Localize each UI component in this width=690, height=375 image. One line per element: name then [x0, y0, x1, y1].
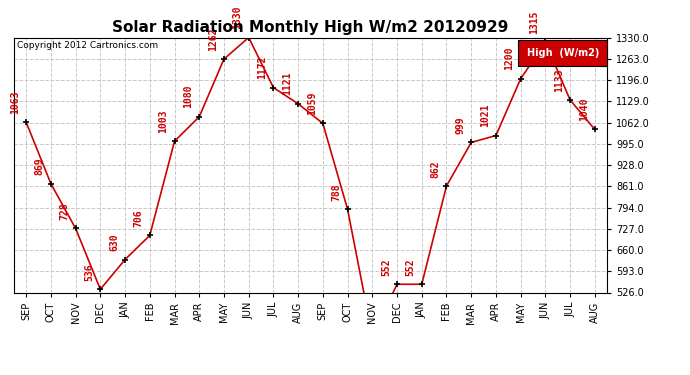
- Text: High  (W/m2): High (W/m2): [526, 48, 599, 58]
- Text: 1172: 1172: [257, 56, 267, 79]
- FancyBboxPatch shape: [518, 40, 607, 66]
- Text: 1021: 1021: [480, 104, 490, 127]
- Text: 1121: 1121: [282, 72, 292, 96]
- Text: 389: 389: [0, 374, 1, 375]
- Text: 1059: 1059: [307, 92, 317, 115]
- Text: 728: 728: [59, 202, 70, 220]
- Text: 1200: 1200: [504, 47, 515, 70]
- Title: Solar Radiation Monthly High W/m2 20120929: Solar Radiation Monthly High W/m2 201209…: [112, 20, 509, 35]
- Text: 1003: 1003: [159, 110, 168, 133]
- Text: 536: 536: [84, 263, 95, 281]
- Text: 552: 552: [406, 258, 415, 276]
- Text: 1063: 1063: [10, 90, 20, 114]
- Text: 1080: 1080: [183, 85, 193, 108]
- Text: Copyright 2012 Cartronics.com: Copyright 2012 Cartronics.com: [17, 41, 158, 50]
- Text: 862: 862: [431, 160, 440, 178]
- Text: 1040: 1040: [579, 98, 589, 121]
- Text: 1315: 1315: [529, 10, 540, 34]
- Text: 788: 788: [331, 183, 342, 201]
- Text: 999: 999: [455, 117, 465, 134]
- Text: 1330: 1330: [233, 6, 243, 29]
- Text: 1133: 1133: [554, 68, 564, 92]
- Text: 630: 630: [109, 234, 119, 251]
- Text: 869: 869: [34, 158, 45, 176]
- Text: 552: 552: [381, 258, 391, 276]
- Text: 706: 706: [134, 210, 144, 227]
- Text: 1262: 1262: [208, 27, 218, 51]
